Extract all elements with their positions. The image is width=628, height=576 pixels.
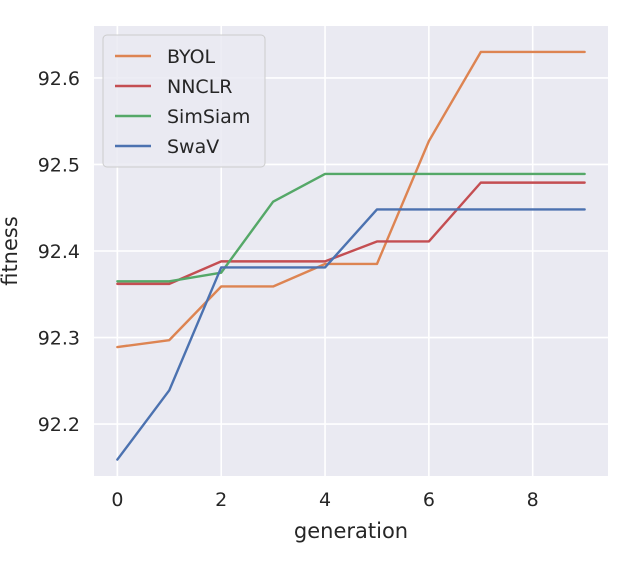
y-tick-label: 92.4 bbox=[38, 241, 80, 263]
legend-label-swav: SwaV bbox=[167, 136, 219, 158]
legend-label-byol: BYOL bbox=[167, 46, 216, 68]
legend: BYOL NNCLR SimSiam SwaV bbox=[102, 34, 266, 168]
series-lines bbox=[116, 50, 586, 461]
y-tick-label: 92.3 bbox=[38, 328, 80, 350]
legend-label-simsiam: SimSiam bbox=[167, 106, 250, 128]
tick-labels: 0 2 4 6 8 92.2 92.3 92.4 92.5 92.6 bbox=[38, 68, 539, 511]
legend-label-nnclr: NNCLR bbox=[167, 76, 232, 98]
y-tick-label: 92.5 bbox=[38, 154, 80, 176]
series-line-byol bbox=[116, 50, 586, 349]
x-tick-label: 6 bbox=[423, 489, 435, 511]
y-axis-label: fitness bbox=[0, 216, 22, 286]
series-line-swav bbox=[116, 208, 586, 461]
legend-frame bbox=[102, 34, 266, 168]
x-tick-label: 2 bbox=[215, 489, 227, 511]
y-tick-label: 92.6 bbox=[38, 68, 80, 90]
x-tick-label: 0 bbox=[111, 489, 123, 511]
x-tick-label: 8 bbox=[527, 489, 539, 511]
x-axis-label: generation bbox=[294, 519, 408, 543]
y-tick-label: 92.2 bbox=[38, 414, 80, 436]
x-tick-label: 4 bbox=[319, 489, 331, 511]
series-line-nnclr bbox=[116, 181, 586, 286]
series-line-simsiam bbox=[116, 172, 586, 283]
